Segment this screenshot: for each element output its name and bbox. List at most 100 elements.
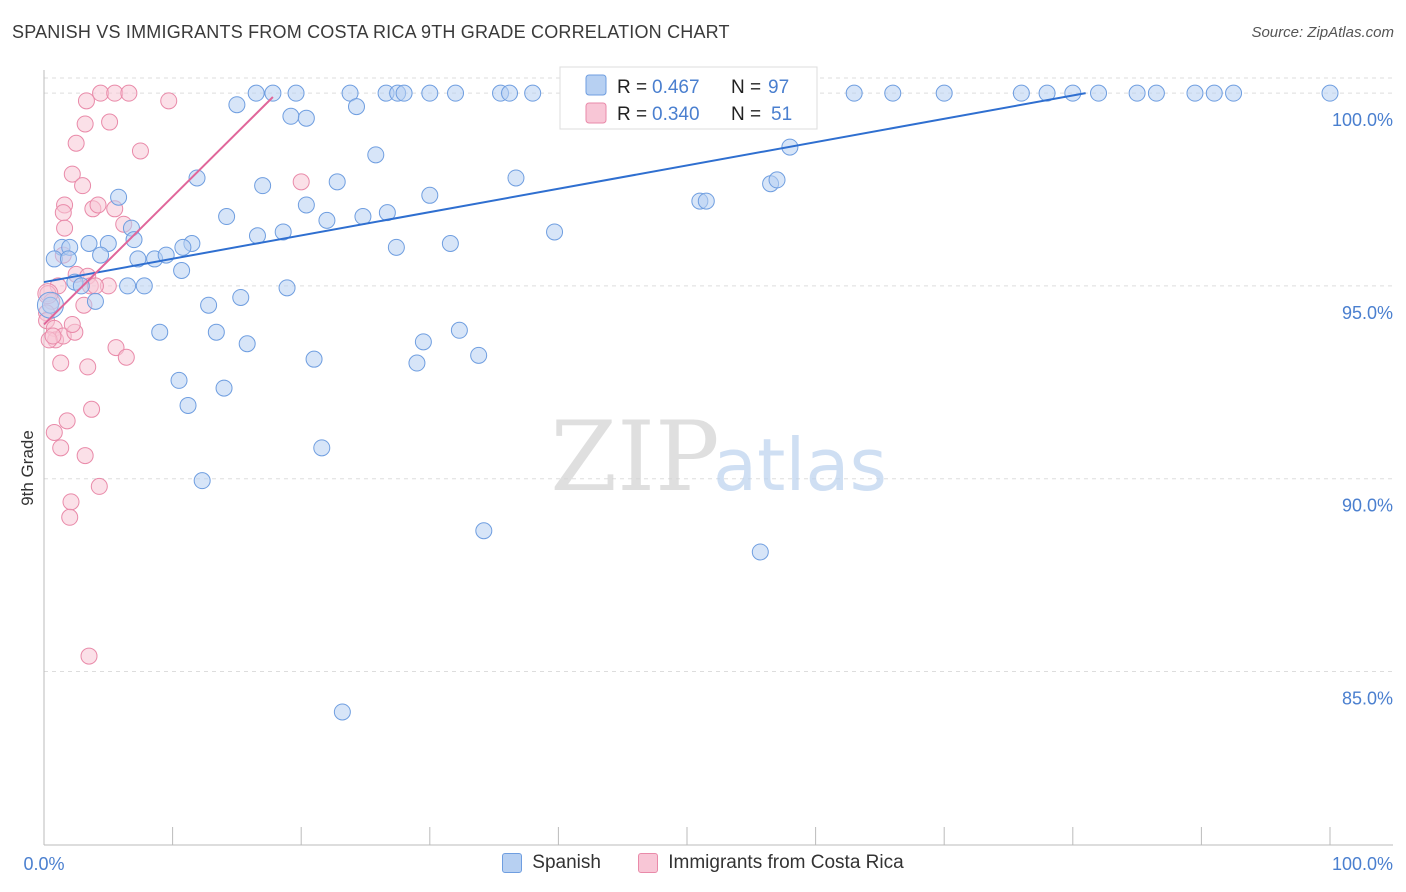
costa-rica-point (117, 348, 135, 366)
y-tick-label: 95.0% (1342, 303, 1393, 323)
spanish-point (125, 231, 143, 249)
spanish-point (119, 277, 137, 295)
spanish-point (218, 208, 236, 226)
spanish-point (86, 292, 104, 310)
legend-r-label-cr: R = (617, 104, 647, 125)
costa-rica-point (92, 84, 110, 102)
spanish-point (313, 439, 331, 457)
spanish-point (188, 169, 206, 187)
spanish-point (193, 472, 211, 490)
spanish-point (354, 208, 372, 226)
watermark-atlas: atlas (713, 423, 887, 507)
spanish-point (228, 96, 246, 114)
legend-n-label-cr: N = (731, 104, 761, 125)
costa-rica-point (52, 439, 70, 457)
spanish-point (287, 84, 305, 102)
spanish-point (751, 543, 769, 561)
spanish-point (1012, 84, 1030, 102)
spanish-point (1186, 84, 1204, 102)
spanish-point (524, 84, 542, 102)
spanish-point (884, 84, 902, 102)
legend-label-costa-rica: Immigrants from Costa Rica (668, 852, 904, 873)
spanish-point (247, 84, 265, 102)
spanish-trend-line (43, 92, 1086, 284)
spanish-point (215, 379, 233, 397)
spanish-point (450, 321, 468, 339)
costa-rica-trend-line (43, 96, 274, 326)
costa-rica-point (79, 358, 97, 376)
spanish-point (129, 250, 147, 268)
chart-title: SPANISH VS IMMIGRANTS FROM COSTA RICA 9T… (12, 22, 730, 42)
source-note: Source: ZipAtlas.com (1251, 24, 1394, 41)
spanish-point (408, 354, 426, 372)
spanish-point (254, 177, 272, 195)
spanish-point (470, 346, 488, 364)
spanish-point (238, 335, 256, 353)
spanish-point (1147, 84, 1165, 102)
spanish-point (59, 250, 77, 268)
spanish-point (41, 296, 59, 314)
spanish-point (447, 84, 465, 102)
spanish-point (110, 188, 128, 206)
costa-rica-point (63, 315, 81, 333)
spanish-point (1225, 84, 1243, 102)
legend-n-value-cr: 51 (771, 104, 792, 125)
spanish-point (282, 107, 300, 125)
costa-rica-point (101, 113, 119, 131)
spanish-point (546, 223, 564, 241)
axes (43, 70, 1393, 846)
spanish-point (421, 186, 439, 204)
watermark-zip: ZIP (550, 401, 719, 513)
spanish-point (174, 238, 192, 256)
watermark: ZIP atlas (550, 401, 887, 513)
costa-rica-point (76, 447, 94, 465)
spanish-point (333, 703, 351, 721)
spanish-point (170, 371, 188, 389)
spanish-point (768, 171, 786, 189)
costa-rica-point (76, 115, 94, 133)
x-tick-label-max: 100.0% (1332, 854, 1393, 874)
spanish-point (207, 323, 225, 341)
spanish-point (278, 279, 296, 297)
costa-rica-point (83, 400, 101, 418)
costa-rica-point (292, 173, 310, 191)
spanish-point (318, 211, 336, 229)
spanish-point (935, 84, 953, 102)
spanish-point (45, 250, 63, 268)
trend-lines (43, 92, 1086, 326)
legend-item-costa-rica[interactable]: Immigrants from Costa Rica (638, 852, 904, 874)
spanish-point (421, 84, 439, 102)
costa-rica-point (54, 204, 72, 222)
gridlines (44, 77, 1394, 672)
legend-item-spanish[interactable]: Spanish (502, 852, 601, 874)
x-tick-label-min: 0.0% (23, 854, 64, 874)
legend-swatch-costa-rica (638, 853, 659, 873)
spanish-point (305, 350, 323, 368)
legend-r-label-spanish: R = (617, 77, 647, 98)
spanish-point (264, 84, 282, 102)
spanish-point (367, 146, 385, 164)
spanish-point (395, 84, 413, 102)
spanish-point (845, 84, 863, 102)
costa-rica-point (120, 84, 138, 102)
spanish-point (200, 296, 218, 314)
spanish-point (697, 192, 715, 210)
spanish-point (387, 238, 405, 256)
spanish-point (1090, 84, 1108, 102)
costa-rica-point (63, 165, 81, 183)
spanish-point (92, 246, 110, 264)
spanish-point (173, 261, 191, 279)
costa-rica-point (106, 84, 124, 102)
legend-n-value-spanish: 97 (768, 77, 789, 98)
costa-rica-point (52, 354, 70, 372)
bottom-legend: Spanish Immigrants from Costa Rica (0, 852, 1406, 879)
tick-labels: 85.0% 90.0% 95.0% 100.0% 0.0% 100.0% (23, 110, 1393, 874)
costa-rica-point (56, 219, 74, 237)
spanish-point (297, 196, 315, 214)
legend-r-value-spanish: 0.467 (652, 77, 700, 98)
spanish-point (1321, 84, 1339, 102)
y-tick-label: 100.0% (1332, 110, 1393, 130)
spanish-point (1128, 84, 1146, 102)
costa-rica-point (61, 508, 79, 526)
costa-rica-point (89, 196, 107, 214)
